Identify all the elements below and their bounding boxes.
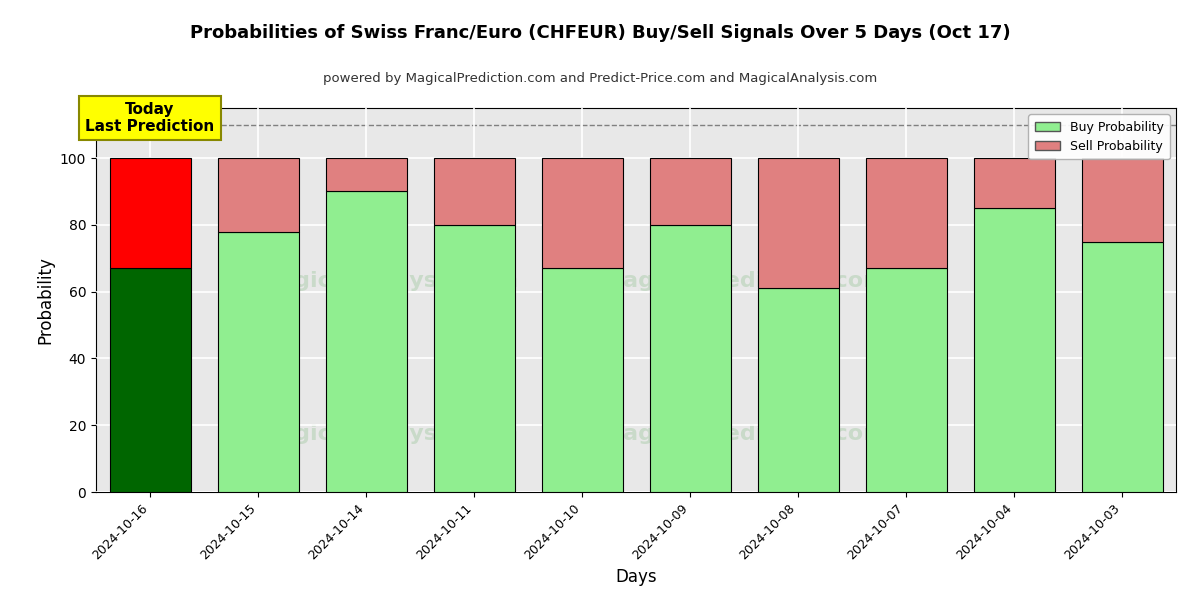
Text: MagicalPrediction.com: MagicalPrediction.com <box>601 424 887 445</box>
Text: powered by MagicalPrediction.com and Predict-Price.com and MagicalAnalysis.com: powered by MagicalPrediction.com and Pre… <box>323 72 877 85</box>
Legend: Buy Probability, Sell Probability: Buy Probability, Sell Probability <box>1028 114 1170 159</box>
Bar <box>325 191 407 492</box>
Text: Probabilities of Swiss Franc/Euro (CHFEUR) Buy/Sell Signals Over 5 Days (Oct 17): Probabilities of Swiss Franc/Euro (CHFEU… <box>190 24 1010 42</box>
Bar <box>757 158 839 289</box>
Bar <box>1081 242 1163 492</box>
Bar <box>325 158 407 191</box>
Bar <box>649 158 731 225</box>
Text: MagicalAnalysis.com: MagicalAnalysis.com <box>257 271 518 291</box>
Bar <box>541 158 623 268</box>
Text: Today
Last Prediction: Today Last Prediction <box>85 102 215 134</box>
Text: MagicalPrediction.com: MagicalPrediction.com <box>601 271 887 291</box>
Bar <box>865 268 947 492</box>
Bar <box>109 268 191 492</box>
Y-axis label: Probability: Probability <box>36 256 54 344</box>
Bar <box>433 225 515 492</box>
Text: MagicalAnalysis.com: MagicalAnalysis.com <box>257 424 518 445</box>
Bar <box>649 225 731 492</box>
Bar <box>433 158 515 225</box>
Bar <box>973 208 1055 492</box>
Bar <box>1081 158 1163 242</box>
Bar <box>217 158 299 232</box>
Bar <box>541 268 623 492</box>
Bar <box>865 158 947 268</box>
Bar <box>217 232 299 492</box>
Bar <box>109 158 191 268</box>
X-axis label: Days: Days <box>616 568 656 586</box>
Bar <box>757 289 839 492</box>
Bar <box>973 158 1055 208</box>
